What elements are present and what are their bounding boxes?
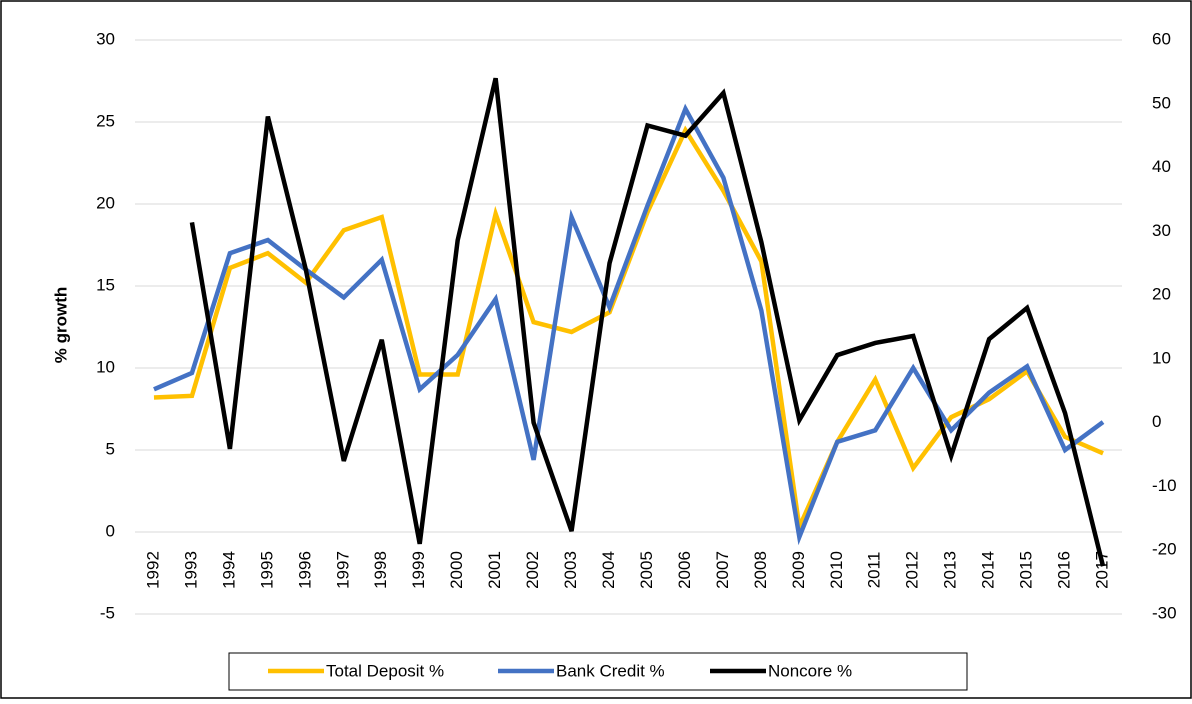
x-tick-label: 2013 [941, 551, 960, 589]
series-line [189, 77, 1106, 567]
y-tick-label: 25 [96, 111, 115, 130]
x-tick-label: 1992 [143, 551, 162, 589]
x-tick-label: 2009 [789, 551, 808, 589]
x-tick-label: 2012 [903, 551, 922, 589]
y2-tick-label: 20 [1152, 285, 1171, 304]
x-tick-label: 2014 [979, 551, 998, 589]
y2-tick-label: -30 [1152, 603, 1177, 622]
x-tick-label: 1999 [409, 551, 428, 589]
series-line [153, 103, 1105, 546]
x-tick-label: 2007 [713, 551, 732, 589]
y-axis-title: % growth [51, 287, 70, 364]
x-tick-label: 2016 [1055, 551, 1074, 589]
x-tick-label: 2015 [1017, 551, 1036, 589]
x-tick-label: 1998 [371, 551, 390, 589]
x-tick-label: 2011 [865, 552, 884, 589]
x-tick-label: 2002 [523, 551, 542, 589]
x-tick-label: 2004 [599, 551, 618, 589]
x-tick-label: 2000 [447, 551, 466, 589]
x-tick-label: 2008 [751, 551, 770, 589]
x-tick-label: 2006 [675, 551, 694, 589]
x-tick-label: 1997 [333, 551, 352, 589]
y2-tick-label: 0 [1152, 412, 1161, 431]
y2-tick-label: 50 [1152, 93, 1171, 112]
y-tick-label: 10 [96, 357, 115, 376]
y2-tick-label: 40 [1152, 157, 1171, 176]
y-tick-label: 5 [106, 439, 115, 458]
x-tick-label: 1994 [219, 551, 238, 589]
x-tick-label: 1995 [257, 551, 276, 589]
y-tick-label: 20 [96, 193, 115, 212]
legend-label: Noncore % [768, 661, 852, 680]
x-tick-label: 2005 [637, 551, 656, 589]
legend-box [228, 652, 968, 691]
y2-tick-label: 30 [1152, 221, 1171, 240]
y2-tick-label: -20 [1152, 540, 1177, 559]
x-tick-label: 2017 [1093, 551, 1112, 589]
x-tick-label: 1993 [181, 551, 200, 589]
x-tick-label: 1996 [295, 551, 314, 589]
y-tick-label: 15 [96, 275, 115, 294]
y2-tick-label: 60 [1152, 29, 1171, 48]
y-tick-label: 0 [106, 521, 115, 540]
y-tick-label: -5 [100, 603, 115, 622]
y-tick-label: 30 [96, 29, 115, 48]
x-tick-label: 2010 [827, 551, 846, 589]
x-tick-label: 2001 [485, 551, 504, 589]
legend-label: Bank Credit % [556, 661, 665, 680]
y2-tick-label: -10 [1152, 476, 1177, 495]
y2-tick-label: 10 [1152, 348, 1171, 367]
x-tick-label: 2003 [561, 551, 580, 589]
legend-label: Total Deposit % [326, 661, 444, 680]
